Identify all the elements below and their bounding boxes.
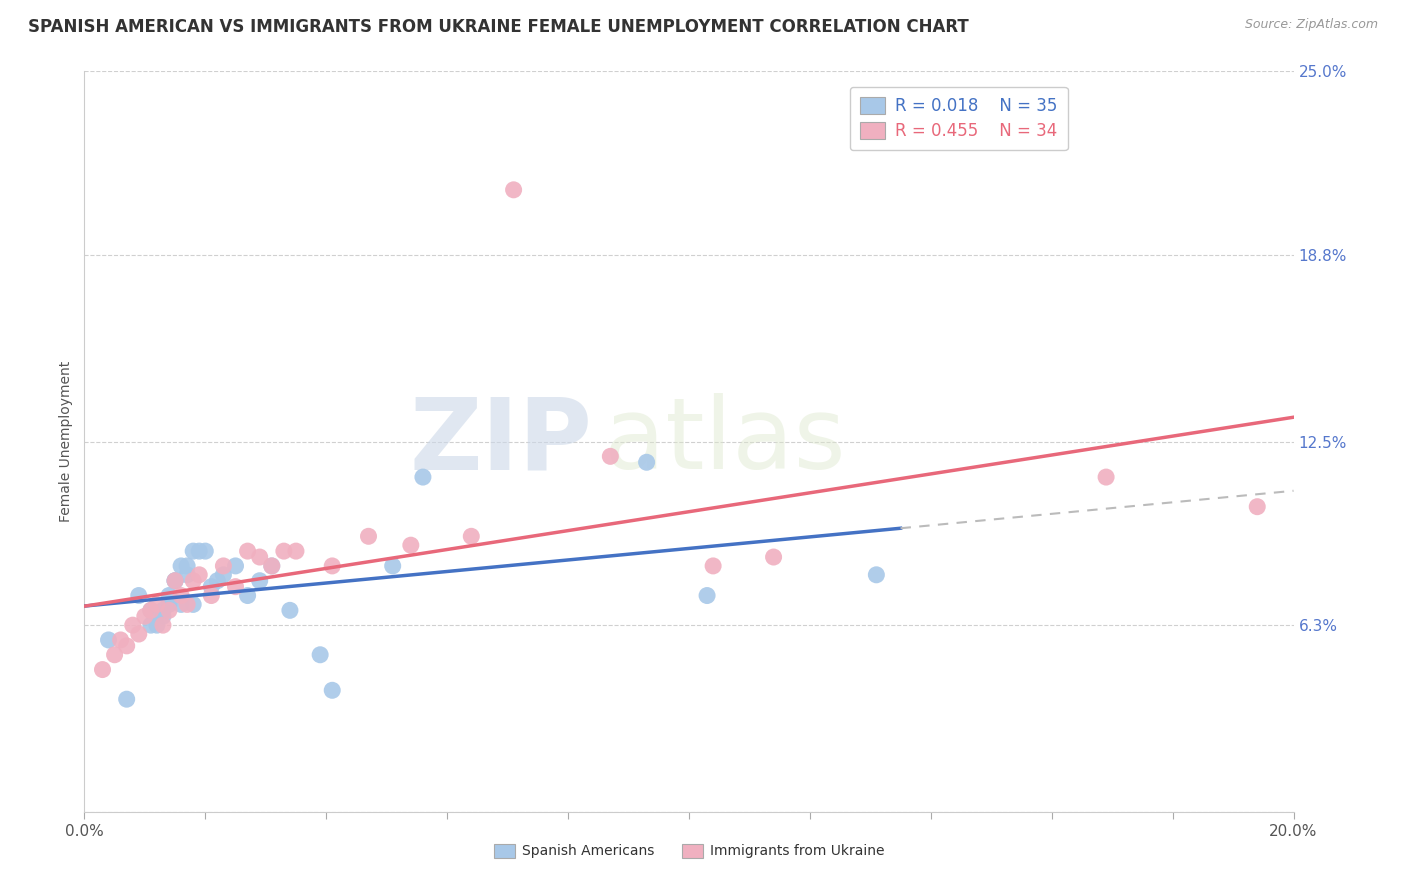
Point [128,627,150,641]
Point [200,580,222,594]
Point [636,455,658,469]
Text: atlas: atlas [605,393,846,490]
Point [152,609,174,624]
Point [152,603,174,617]
Point [207,574,229,588]
Point [260,558,283,573]
Point [249,549,271,564]
Point [139,618,162,632]
Point [176,598,198,612]
Point [381,558,404,573]
Point [170,558,193,573]
Point [285,544,308,558]
Point [260,558,283,573]
Point [104,648,127,662]
Point [181,574,204,588]
Point [181,544,204,558]
Point [194,544,217,558]
Point [110,632,132,647]
Point [321,683,343,698]
Point [200,589,222,603]
Text: Source: ZipAtlas.com: Source: ZipAtlas.com [1244,18,1378,31]
Text: ZIP: ZIP [409,393,592,490]
Point [309,648,332,662]
Point [460,529,482,543]
Point [188,544,211,558]
Point [157,598,180,612]
Point [225,558,247,573]
Point [273,544,295,558]
Point [121,618,143,632]
Point [1246,500,1268,514]
Point [188,567,211,582]
Point [115,692,138,706]
Legend: Spanish Americans, Immigrants from Ukraine: Spanish Americans, Immigrants from Ukrai… [488,838,890,864]
Y-axis label: Female Unemployment: Female Unemployment [59,361,73,522]
Point [181,598,204,612]
Point [412,470,434,484]
Point [152,618,174,632]
Point [91,663,114,677]
Point [225,580,247,594]
Point [278,603,301,617]
Point [399,538,422,552]
Point [165,574,187,588]
Point [236,544,259,558]
Point [170,598,193,612]
Point [249,574,271,588]
Point [1095,470,1118,484]
Point [176,567,198,582]
Point [212,567,235,582]
Point [599,450,621,464]
Point [502,183,524,197]
Point [176,558,198,573]
Point [146,618,169,632]
Point [696,589,718,603]
Point [157,589,180,603]
Point [321,558,343,573]
Point [762,549,785,564]
Point [170,589,193,603]
Point [128,589,150,603]
Point [134,609,156,624]
Point [212,558,235,573]
Point [97,632,120,647]
Point [165,574,187,588]
Point [865,567,887,582]
Text: SPANISH AMERICAN VS IMMIGRANTS FROM UKRAINE FEMALE UNEMPLOYMENT CORRELATION CHAR: SPANISH AMERICAN VS IMMIGRANTS FROM UKRA… [28,18,969,36]
Point [165,574,187,588]
Point [115,639,138,653]
Point [357,529,380,543]
Point [139,603,162,617]
Point [146,598,169,612]
Point [236,589,259,603]
Point [157,603,180,617]
Point [139,603,162,617]
Point [702,558,724,573]
